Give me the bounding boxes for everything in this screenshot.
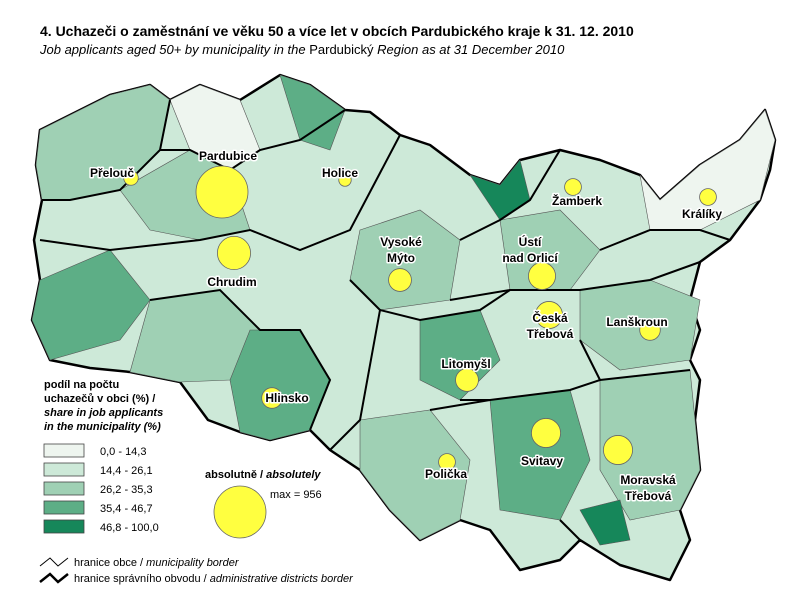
town-circle xyxy=(388,268,412,292)
town-label: Vysoké xyxy=(380,235,422,249)
class-label: 35,4 - 46,7 xyxy=(100,503,153,515)
size-title: absolutně / absolutely xyxy=(205,469,321,481)
class-label: 14,4 - 26,1 xyxy=(100,465,153,477)
town-label: nad Orlicí xyxy=(502,251,558,265)
max-label: max = 956 xyxy=(270,489,322,501)
border-cz: hranice správního obvodu / xyxy=(74,573,208,585)
town-circle xyxy=(639,319,661,341)
town-label: Česká xyxy=(532,310,568,325)
subtitle-part: Region as at 31 December 2010 xyxy=(377,42,565,57)
map: Přelouč Pardubice Holice Vysoké Mýto Ústí nad … xyxy=(30,73,777,582)
town-label: Ústí xyxy=(519,234,542,249)
town-label: Třebová xyxy=(625,489,672,503)
legend-title: in the municipality (%) xyxy=(44,421,161,433)
town-circle xyxy=(338,173,352,187)
town-label: Polička xyxy=(425,467,467,481)
town-circle xyxy=(699,188,717,206)
town-label: Chrudim xyxy=(207,275,256,289)
town-label: Holice xyxy=(322,166,358,180)
town-circle xyxy=(528,262,556,290)
town-label: Králíky xyxy=(682,207,722,221)
town-circle xyxy=(261,387,283,409)
class-label: 46,8 - 100,0 xyxy=(100,522,159,534)
border-sample xyxy=(39,572,69,584)
class-label: 0,0 - 14,3 xyxy=(100,446,146,458)
legend: podíl na počtu uchazečů v obci (%) / sha… xyxy=(39,379,354,585)
title: 4. Uchazeči o zaměstnání ve věku 50 a ví… xyxy=(40,23,634,39)
town-circle xyxy=(455,368,479,392)
town-label: Třebová xyxy=(527,327,574,341)
class-label: 26,2 - 35,3 xyxy=(100,484,153,496)
town-label: Přelouč xyxy=(90,166,134,180)
border-en: municipality border xyxy=(146,557,240,569)
subtitle: Job applicants aged 50+ by municipality … xyxy=(39,42,565,57)
size-circle xyxy=(213,485,267,539)
legend-title: uchazečů v obci (%) / xyxy=(44,393,155,405)
class-swatch xyxy=(43,481,85,496)
town-label: Hlinsko xyxy=(265,391,308,405)
town-circle xyxy=(535,301,563,329)
class-swatch xyxy=(43,443,85,458)
town-circle xyxy=(123,170,139,186)
district-borders xyxy=(39,99,731,541)
class-swatch xyxy=(43,462,85,477)
town-circle xyxy=(531,418,561,448)
legend-title: share in job applicants xyxy=(44,407,163,419)
class-swatch xyxy=(43,500,85,515)
town-circle xyxy=(564,178,582,196)
town-label: Lanškroun xyxy=(606,315,667,329)
town-circle xyxy=(603,435,633,465)
town-circle xyxy=(438,453,456,471)
town-label: Žamberk xyxy=(552,193,602,208)
subtitle-part: Job applicants aged 50+ by municipality … xyxy=(39,42,306,57)
town-label: Moravská xyxy=(620,473,676,487)
border-sample xyxy=(39,557,69,567)
legend-title: podíl na počtu xyxy=(44,379,119,391)
border-label: hranice správního obvodu / administrativ… xyxy=(74,573,354,585)
town-circle xyxy=(216,235,252,271)
town-label: Mýto xyxy=(387,251,415,265)
subtitle-part: Pardubický xyxy=(309,42,374,57)
town-label: Pardubice xyxy=(199,149,257,163)
border-label: hranice obce / municipality border xyxy=(74,557,240,569)
border-en: administrative districts border xyxy=(210,573,354,585)
town-label: Litomyšl xyxy=(441,357,490,371)
town-circles xyxy=(123,165,717,471)
town-circle xyxy=(195,165,249,219)
town-labels: Přelouč Pardubice Holice Vysoké Mýto Ústí nad … xyxy=(88,148,723,505)
size-title-cz: absolutně / xyxy=(205,469,263,481)
town-label: Svitavy xyxy=(521,454,563,468)
border-cz: hranice obce / xyxy=(74,557,144,569)
class-swatch xyxy=(43,519,85,534)
size-title-en: absolutely xyxy=(266,469,321,481)
